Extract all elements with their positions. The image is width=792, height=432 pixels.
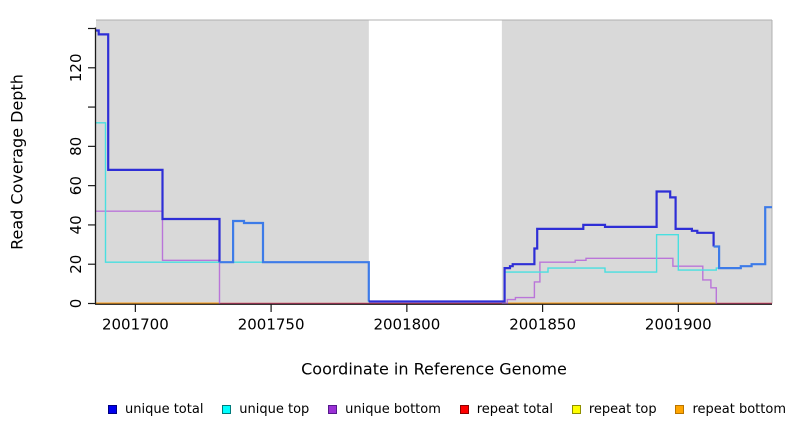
series-unique-total [713, 206, 772, 270]
series-unique-total [96, 29, 221, 263]
legend-item-repeat-top: repeat top [571, 401, 657, 417]
legend-swatch-unique-total [108, 404, 117, 414]
legend: unique total unique top unique bottom repea… [108, 399, 786, 419]
legend-item-unique-bottom: unique bottom [328, 402, 441, 417]
legend-swatch-repeat-total [459, 404, 469, 414]
series-unique-bottom [501, 257, 717, 305]
x-axis-title: Coordinate in Reference Genome [301, 359, 567, 379]
x-tick-label: 2001850 [509, 316, 576, 334]
legend-swatch-repeat-bottom [675, 404, 685, 414]
legend-label: repeat total [476, 401, 553, 417]
x-tick-label: 2001750 [238, 316, 305, 334]
legend-item-repeat-bottom: repeat bottom [675, 402, 786, 417]
legend-swatch-unique-bottom [328, 404, 338, 414]
legend-swatch-repeat-top [571, 404, 581, 414]
legend-label: unique bottom [345, 401, 441, 417]
legend-label: repeat bottom [692, 401, 786, 417]
y-tick-label: 40 [67, 215, 85, 234]
legend-label: repeat top [588, 401, 657, 417]
y-tick-label: 80 [67, 137, 85, 156]
series-unique-total [219, 219, 370, 302]
series-unique-bottom [96, 210, 221, 304]
legend-swatch-unique-top [222, 404, 232, 414]
legend-item-unique-total: unique total [108, 402, 203, 417]
y-axis-title: Read Coverage Depth [7, 74, 27, 250]
y-tick-label: 60 [67, 176, 85, 195]
legend-label: unique top [239, 401, 310, 417]
legend-label: unique total [125, 401, 204, 417]
x-tick-label: 2001900 [645, 316, 712, 334]
shaded-region [501, 20, 772, 305]
series-unique-total [368, 190, 715, 303]
legend-item-repeat-total: repeat total [459, 401, 553, 417]
y-tick-label: 120 [67, 53, 85, 82]
y-tick-label: 0 [67, 299, 85, 309]
y-tick-label: 20 [67, 255, 85, 274]
legend-item-unique-top: unique top [222, 402, 309, 417]
x-tick-label: 2001800 [373, 316, 440, 334]
x-tick-label: 2001700 [102, 316, 169, 334]
